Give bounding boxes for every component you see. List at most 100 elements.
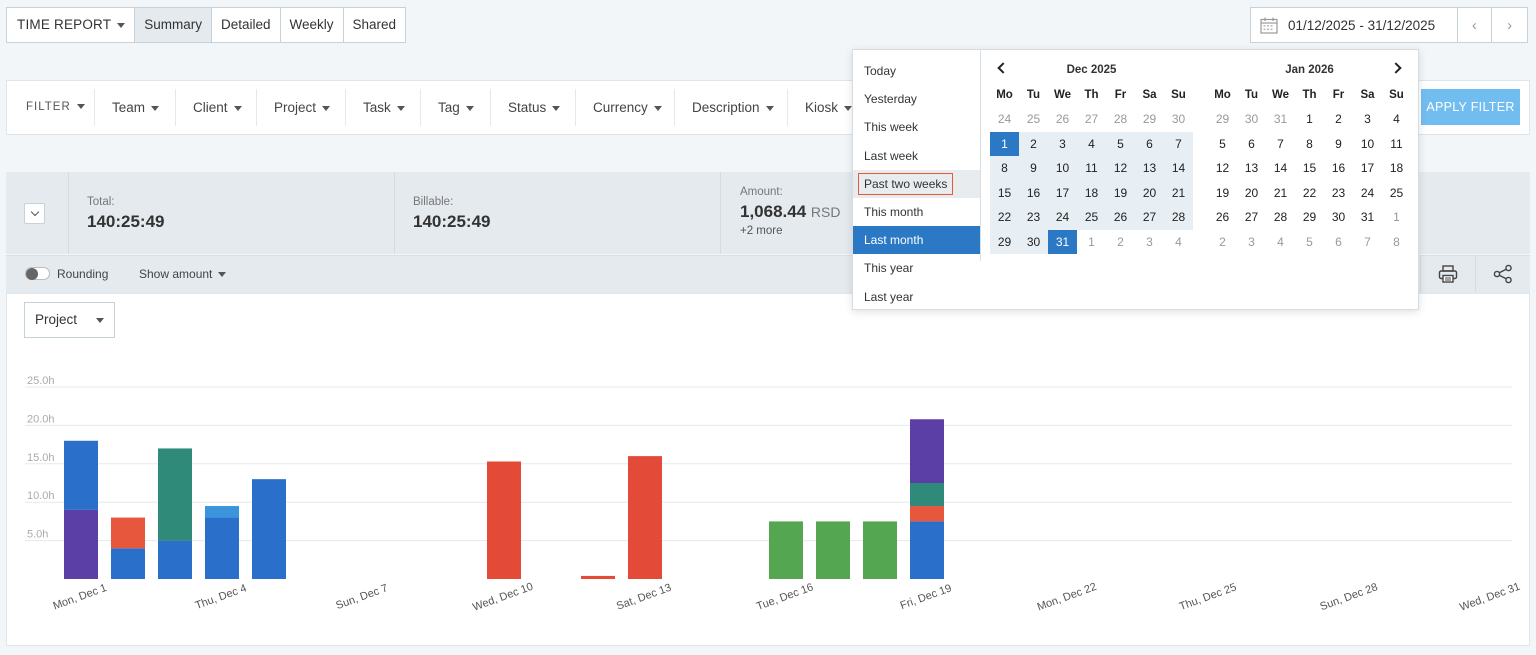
calendar-day[interactable]: 18: [1389, 161, 1404, 175]
calendar-day[interactable]: 31: [1048, 229, 1077, 254]
calendar-day[interactable]: 6: [1135, 131, 1164, 156]
tab-summary[interactable]: Summary: [135, 8, 212, 42]
calendar-day[interactable]: 27: [1135, 205, 1164, 230]
calendar-day[interactable]: 4: [1393, 112, 1400, 126]
calendar-day[interactable]: 4: [1175, 234, 1182, 249]
calendar-day[interactable]: 21: [1273, 185, 1288, 200]
calendar-day[interactable]: 31: [1273, 112, 1288, 126]
preset-today[interactable]: Today: [853, 57, 980, 85]
show-amount-dropdown[interactable]: Show amount: [139, 267, 227, 281]
tab-weekly[interactable]: Weekly: [281, 8, 344, 42]
calendar-day[interactable]: 3: [1048, 131, 1077, 156]
calendar-day[interactable]: 10: [1048, 156, 1077, 181]
calendar-day[interactable]: 10: [1360, 136, 1375, 151]
calendar-day[interactable]: 30: [1331, 210, 1346, 224]
calendar-day[interactable]: 26: [1215, 210, 1230, 224]
calendar-day[interactable]: 2: [1019, 131, 1048, 156]
calendar-day[interactable]: 13: [1244, 161, 1259, 175]
filter-currency[interactable]: Currency: [593, 81, 662, 134]
calendar-day[interactable]: 7: [1364, 234, 1371, 249]
preset-this-week[interactable]: This week: [853, 113, 980, 141]
calendar-day[interactable]: 31: [1360, 210, 1375, 224]
filter-task[interactable]: Task: [363, 81, 405, 134]
calendar-day[interactable]: 6: [1248, 136, 1255, 151]
filter-description[interactable]: Description: [692, 81, 774, 134]
calendar-day[interactable]: 26: [1055, 112, 1070, 126]
calendar-day[interactable]: 12: [1215, 161, 1230, 175]
tab-shared[interactable]: Shared: [352, 17, 397, 32]
calendar-day[interactable]: 13: [1135, 156, 1164, 181]
preset-this-year[interactable]: This year: [853, 254, 980, 282]
calendar-day[interactable]: 3: [1248, 234, 1255, 249]
preset-last-week[interactable]: Last week: [853, 142, 980, 170]
calendar-day[interactable]: 11: [1077, 156, 1106, 181]
filter-client[interactable]: Client: [193, 81, 242, 134]
calendar-day[interactable]: 26: [1106, 205, 1135, 230]
filter-kiosk[interactable]: Kiosk: [805, 81, 853, 134]
calendar-day[interactable]: 30: [1244, 112, 1259, 126]
calendar-day[interactable]: 19: [1215, 185, 1230, 200]
preset-last-month[interactable]: Last month: [853, 226, 980, 255]
next-period-button[interactable]: ›: [1492, 8, 1527, 42]
calendar-day[interactable]: 12: [1106, 156, 1135, 181]
calendar-day[interactable]: 27: [1244, 210, 1259, 224]
calendar-day[interactable]: 6: [1335, 234, 1342, 249]
calendar-day[interactable]: 14: [1164, 156, 1193, 181]
calendar-day[interactable]: 23: [1019, 205, 1048, 230]
calendar-day[interactable]: 28: [1113, 112, 1128, 126]
filter-project[interactable]: Project: [274, 81, 331, 134]
calendar-day[interactable]: 1: [1088, 234, 1095, 249]
preset-past-two-weeks[interactable]: Past two weeks: [853, 169, 980, 198]
calendar-day[interactable]: 1: [1393, 210, 1400, 224]
calendar-day[interactable]: 1: [990, 131, 1019, 156]
calendar-day[interactable]: 8: [990, 156, 1019, 181]
calendar-day[interactable]: 25: [1389, 185, 1404, 200]
calendar-day[interactable]: 30: [1171, 112, 1186, 126]
calendar-day[interactable]: 17: [1048, 180, 1077, 205]
calendar-day[interactable]: 7: [1164, 131, 1193, 156]
calendar-day[interactable]: 20: [1135, 180, 1164, 205]
calendar-day[interactable]: 4: [1077, 131, 1106, 156]
calendar-day[interactable]: 29: [1215, 112, 1230, 126]
calendar-day[interactable]: 5: [1219, 136, 1226, 151]
share-button[interactable]: [1475, 256, 1530, 292]
calendar-day[interactable]: 28: [1273, 210, 1288, 224]
calendar-day[interactable]: 9: [1335, 136, 1342, 151]
calendar-day[interactable]: 24: [997, 112, 1012, 126]
calendar-day[interactable]: 4: [1277, 234, 1284, 249]
calendar-day[interactable]: 24: [1048, 205, 1077, 230]
calendar-day[interactable]: 3: [1146, 234, 1153, 249]
calendar-day[interactable]: 29: [1142, 112, 1157, 126]
preset-yesterday[interactable]: Yesterday: [853, 85, 980, 113]
calendar-day[interactable]: 27: [1084, 112, 1099, 126]
tab-detailed[interactable]: Detailed: [212, 8, 281, 42]
prev-period-button[interactable]: ‹: [1458, 8, 1493, 42]
calendar-day[interactable]: 23: [1331, 185, 1346, 200]
calendar-day[interactable]: 20: [1244, 185, 1259, 200]
calendar-day[interactable]: 25: [1077, 205, 1106, 230]
calendar-day[interactable]: 2: [1117, 234, 1124, 249]
filter-tag[interactable]: Tag: [438, 81, 474, 134]
calendar-day[interactable]: 29: [1302, 210, 1317, 224]
print-button[interactable]: [1420, 256, 1475, 292]
calendar-day[interactable]: 11: [1390, 136, 1403, 151]
calendar-day[interactable]: 24: [1360, 185, 1375, 200]
calendar-day[interactable]: 8: [1306, 136, 1313, 151]
filter-status[interactable]: Status: [508, 81, 561, 134]
calendar-day[interactable]: 15: [990, 180, 1019, 205]
calendar-day[interactable]: 29: [990, 229, 1019, 254]
preset-last-year[interactable]: Last year: [853, 283, 980, 311]
calendar-day[interactable]: 9: [1019, 156, 1048, 181]
calendar-day[interactable]: 22: [990, 205, 1019, 230]
preset-this-month[interactable]: This month: [853, 198, 980, 226]
amount-more-link[interactable]: +2 more: [740, 225, 783, 237]
calendar-day[interactable]: 14: [1273, 161, 1288, 175]
calendar-day[interactable]: 17: [1360, 161, 1375, 175]
calendar-day[interactable]: 19: [1106, 180, 1135, 205]
calendar-day[interactable]: 7: [1277, 136, 1284, 151]
calendar-day[interactable]: 5: [1306, 234, 1313, 249]
collapse-button[interactable]: [24, 203, 45, 224]
group-by-select[interactable]: Project: [24, 302, 115, 338]
calendar-day[interactable]: 2: [1219, 234, 1226, 249]
calendar-day[interactable]: 28: [1164, 205, 1193, 230]
